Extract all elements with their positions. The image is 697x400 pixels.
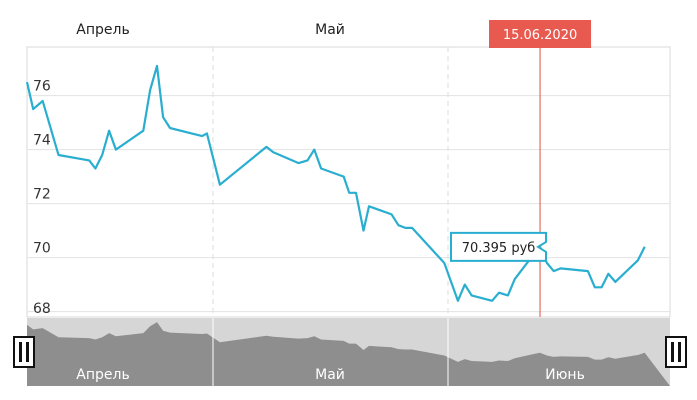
tooltip: 70.395 руб <box>450 231 547 262</box>
navigator-month-may: Май <box>315 367 345 383</box>
y-tick-label: 74 <box>33 133 51 149</box>
y-tick-label: 72 <box>33 187 51 203</box>
date-flag-label: 15.06.2020 <box>503 28 577 43</box>
navigator-area <box>27 322 670 386</box>
navigator-handle-left[interactable] <box>13 336 35 368</box>
month-dividers <box>212 47 449 317</box>
navigator-handle-right[interactable] <box>665 336 687 368</box>
y-tick-label: 70 <box>33 241 51 257</box>
tooltip-box <box>450 231 547 262</box>
navigator-month-april: Апрель <box>76 367 129 383</box>
navigator-month-june: Июнь <box>545 367 585 383</box>
plot-frame <box>26 46 671 318</box>
month-label-may: Май <box>315 22 345 38</box>
date-flag-background <box>489 20 592 48</box>
y-tick-label: 68 <box>33 301 51 317</box>
navigator[interactable]: Апрель Май Июнь <box>27 318 670 386</box>
y-tick-labels: 76 74 72 70 68 <box>33 79 51 317</box>
month-label-april: Апрель <box>76 22 129 38</box>
tooltip-value: 70.395 руб <box>462 241 536 256</box>
grid <box>26 46 671 318</box>
date-flag: 15.06.2020 <box>489 20 592 48</box>
series-line <box>25 64 646 302</box>
y-tick-label: 76 <box>33 79 51 95</box>
